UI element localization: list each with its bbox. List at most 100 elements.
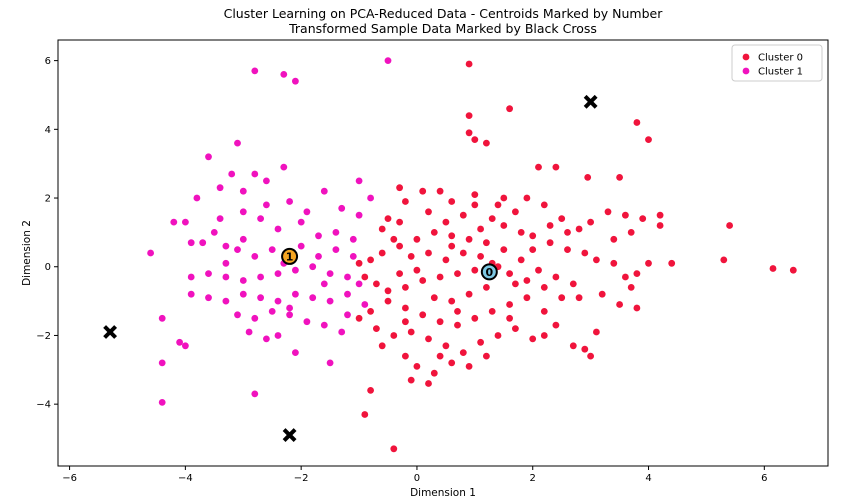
cluster-0-point: [529, 246, 537, 254]
cluster-0-point: [407, 328, 415, 336]
cluster-1-point: [239, 208, 247, 216]
x-axis-label: Dimension 1: [410, 487, 476, 499]
cluster-0-point: [558, 215, 566, 223]
x-tick-label: −4: [178, 473, 193, 484]
cluster-0-point: [512, 325, 519, 332]
cluster-0-point: [540, 284, 548, 291]
cluster-1-point: [239, 277, 247, 284]
cluster-0-point: [355, 314, 363, 322]
cluster-1-point: [222, 297, 230, 305]
cluster-0-point: [471, 266, 479, 274]
cluster-1-point: [344, 311, 351, 319]
cluster-1-point: [245, 328, 253, 336]
sample-cross-icon: [583, 94, 598, 109]
cluster-0-point: [459, 349, 467, 356]
cluster-0-point: [436, 352, 444, 360]
plot-frame: [57, 39, 829, 467]
cluster-0-point: [569, 280, 577, 288]
cluster-1-point: [303, 318, 311, 326]
cluster-1-point: [182, 218, 189, 226]
cluster-0-point: [633, 270, 641, 277]
cluster-0-point: [425, 249, 432, 257]
cluster-0-point: [488, 308, 496, 315]
cluster-1-point: [338, 204, 346, 212]
cluster-1-point: [234, 311, 241, 319]
cluster-0-point: [483, 352, 490, 360]
legend-box: [731, 44, 823, 82]
cluster-1-point: [158, 314, 166, 322]
cluster-1-point: [251, 67, 259, 75]
cluster-1-point: [251, 314, 259, 322]
cluster-0-point: [402, 198, 409, 205]
cluster-0-point: [442, 342, 450, 350]
cluster-1-point: [263, 335, 270, 343]
cluster-0-point: [552, 321, 560, 329]
cluster-0-point: [633, 304, 641, 312]
cluster-0-point: [471, 201, 479, 209]
cluster-1-point: [349, 235, 357, 243]
cluster-0-point: [454, 270, 461, 277]
legend: Cluster 0 Cluster 1: [731, 44, 823, 82]
cluster-0-point: [361, 273, 369, 281]
cluster-0-point: [645, 136, 652, 144]
legend-label-cluster-1: Cluster 1: [758, 67, 803, 78]
cluster-0-point: [378, 342, 386, 350]
cluster-0-point: [425, 335, 432, 343]
cluster-0-point: [483, 139, 490, 147]
cluster-1-point: [268, 246, 276, 254]
cluster-0-point: [373, 325, 380, 332]
cluster-1-point: [251, 390, 259, 398]
y-axis-label: Dimension 2: [21, 220, 33, 286]
cluster-0-point: [488, 215, 496, 223]
cluster-0-point: [384, 287, 392, 295]
cluster-1-point: [274, 270, 282, 277]
cluster-0-point: [546, 239, 554, 247]
cluster-0-point: [396, 218, 403, 226]
cluster-1-point: [274, 332, 282, 339]
cluster-0-point: [523, 277, 531, 284]
cluster-1-point: [263, 201, 270, 209]
cluster-0-point: [430, 294, 438, 302]
cluster-1-point: [187, 239, 195, 247]
y-tick-label: 2: [45, 194, 51, 205]
cluster-1-point: [355, 177, 363, 185]
cluster-0-point: [529, 335, 537, 343]
cluster-1-point: [286, 198, 293, 205]
cluster-0-point: [425, 208, 432, 216]
centroid-0-label: 0: [485, 266, 493, 279]
cluster-0-point: [512, 280, 519, 288]
cluster-1-point: [355, 280, 363, 288]
cluster-1-point: [292, 290, 299, 298]
cluster-1-point: [303, 208, 311, 216]
cluster-0-point: [483, 284, 490, 291]
cluster-0-point: [471, 314, 479, 322]
cluster-1-point: [170, 218, 178, 226]
cluster-0-point: [622, 211, 629, 219]
cluster-0-point: [726, 222, 733, 229]
cluster-0-point: [512, 208, 519, 216]
cluster-0-point: [454, 321, 461, 329]
cluster-0-point: [500, 194, 508, 202]
cluster-0-point: [396, 270, 403, 277]
cluster-1-point: [320, 280, 328, 288]
cluster-0-point: [627, 284, 635, 291]
cluster-1-point: [315, 253, 322, 260]
cluster-1-point: [176, 338, 184, 346]
cluster-0-point: [494, 332, 502, 339]
legend-marker-cluster-1: [742, 67, 750, 75]
cluster-0-point: [430, 229, 438, 236]
cluster-1-point: [257, 294, 264, 302]
cluster-0-point: [587, 352, 594, 360]
cluster-0-point: [465, 363, 473, 370]
cluster-1-point: [216, 184, 224, 192]
cluster-1-point: [199, 239, 207, 247]
cluster-0-point: [523, 294, 531, 302]
cluster-0-point: [419, 277, 427, 284]
cluster-0-point: [407, 253, 415, 260]
cluster-1-point: [251, 253, 259, 260]
cluster-0-point: [604, 208, 612, 216]
cluster-0-point: [569, 342, 577, 350]
cluster-0-point: [769, 265, 777, 272]
cluster-0-point: [517, 256, 525, 264]
cluster-1-point: [239, 290, 247, 298]
